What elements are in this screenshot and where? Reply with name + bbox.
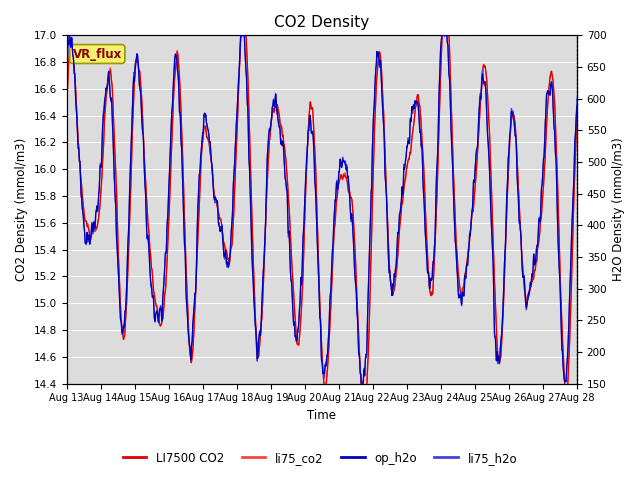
Y-axis label: CO2 Density (mmol/m3): CO2 Density (mmol/m3) bbox=[15, 138, 28, 281]
Text: VR_flux: VR_flux bbox=[73, 48, 122, 60]
Title: CO2 Density: CO2 Density bbox=[274, 15, 369, 30]
X-axis label: Time: Time bbox=[307, 409, 336, 422]
Legend: LI7500 CO2, li75_co2, op_h2o, li75_h2o: LI7500 CO2, li75_co2, op_h2o, li75_h2o bbox=[118, 447, 522, 469]
Y-axis label: H2O Density (mmol/m3): H2O Density (mmol/m3) bbox=[612, 138, 625, 281]
